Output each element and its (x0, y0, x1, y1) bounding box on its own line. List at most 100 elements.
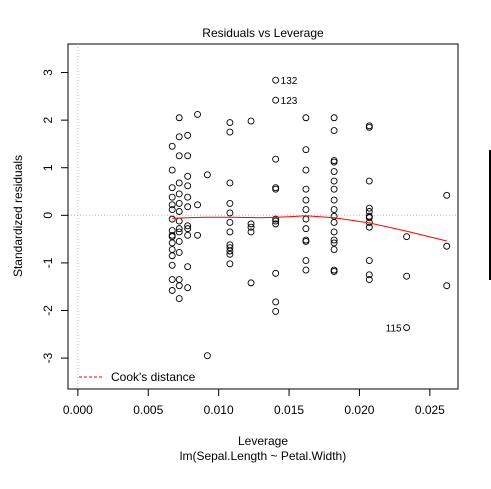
data-point (175, 114, 183, 122)
data-point (272, 76, 280, 84)
data-point (272, 184, 280, 192)
data-point (302, 206, 310, 214)
data-point (302, 114, 310, 122)
point-label: 132 (281, 76, 298, 87)
data-point (226, 250, 234, 258)
data-point (184, 131, 192, 139)
data-point (194, 201, 201, 209)
smoother-line (172, 215, 447, 242)
data-point (175, 228, 183, 236)
data-point (184, 172, 192, 180)
data-point (175, 248, 183, 256)
data-point (247, 228, 255, 236)
data-point (330, 177, 338, 185)
data-point (302, 196, 310, 204)
data-point (365, 122, 373, 130)
data-point (168, 287, 176, 294)
data-point (330, 266, 338, 274)
data-point (443, 242, 451, 250)
x-tick-label: 0.020 (344, 403, 374, 417)
data-point (403, 233, 411, 241)
data-point (226, 260, 234, 268)
x-tick-label: 0.010 (204, 403, 234, 417)
data-point (168, 215, 176, 223)
data-point (272, 269, 280, 277)
data-point (247, 117, 255, 125)
data-point (302, 215, 310, 223)
y-tick-label: -2 (41, 305, 55, 316)
edge-marker (489, 150, 491, 280)
data-point (302, 185, 310, 193)
data-point (184, 263, 192, 271)
data-point (247, 223, 255, 231)
data-point (330, 218, 338, 226)
data-point (302, 166, 310, 174)
data-point (330, 168, 338, 175)
point-label: 115 (386, 324, 402, 335)
data-point (330, 206, 338, 214)
data-point (302, 236, 310, 244)
data-point (175, 276, 183, 284)
point-labels: 132 123 115 (281, 76, 402, 334)
data-point (184, 193, 192, 201)
data-point (272, 96, 280, 104)
data-point (184, 222, 192, 230)
x-tick-label: 0.015 (274, 403, 304, 417)
x-tick-label: 0.000 (63, 403, 93, 417)
data-point (175, 217, 183, 225)
data-point (168, 239, 176, 247)
y-axis: -3 -2 -1 0 1 2 3 (41, 69, 69, 363)
data-point (247, 220, 255, 228)
data-point (365, 123, 373, 131)
data-point (272, 155, 280, 163)
data-point (365, 257, 373, 264)
data-point (247, 279, 255, 287)
data-point (272, 217, 280, 225)
data-point (403, 272, 411, 280)
data-point (302, 257, 310, 264)
data-point (175, 133, 183, 141)
data-point (302, 238, 310, 245)
data-point (168, 184, 176, 192)
data-point (226, 218, 234, 226)
data-point (365, 276, 373, 284)
data-point (168, 201, 176, 209)
point-label: 123 (281, 96, 298, 107)
data-point (184, 231, 192, 239)
data-point (272, 220, 280, 228)
data-point (330, 185, 338, 193)
data-points (168, 76, 451, 360)
x-tick-label: 0.005 (133, 403, 163, 417)
y-tick-label: 0 (41, 212, 55, 219)
data-point (226, 199, 234, 207)
data-point (365, 223, 373, 231)
data-point (365, 177, 373, 185)
data-point (175, 208, 183, 215)
data-point (168, 233, 176, 241)
data-point (226, 244, 234, 252)
data-point (175, 225, 183, 233)
data-point (175, 295, 183, 303)
data-point (330, 127, 338, 135)
data-point (184, 203, 192, 211)
data-point (365, 204, 373, 212)
y-tick-label: -3 (41, 352, 55, 363)
data-point (443, 282, 451, 290)
data-point (330, 196, 338, 204)
data-point (203, 171, 211, 179)
legend: Cook's distance (79, 370, 196, 384)
data-point (330, 246, 338, 254)
legend-cooks-distance-label: Cook's distance (111, 370, 196, 384)
data-point (175, 199, 183, 207)
data-point (175, 190, 183, 198)
data-point (272, 298, 280, 306)
data-point (365, 214, 373, 222)
x-tick-label: 0.025 (415, 403, 445, 417)
data-point (168, 261, 176, 269)
data-point (226, 247, 234, 255)
data-point (330, 268, 338, 275)
data-point (302, 266, 310, 274)
x-axis-title: Leverage (238, 434, 288, 448)
data-point (203, 352, 211, 360)
